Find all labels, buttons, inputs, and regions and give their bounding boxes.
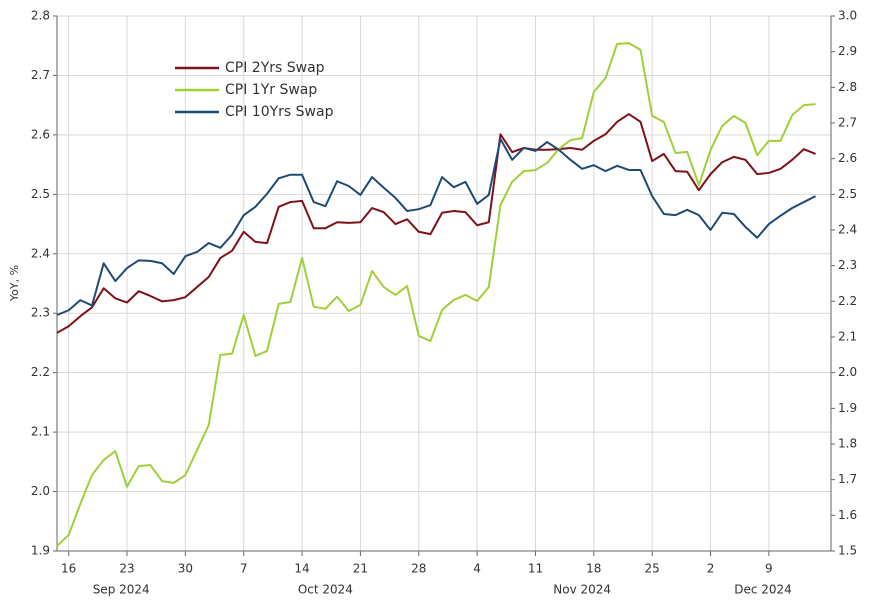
x-tick-label: 25 — [645, 562, 660, 576]
x-tick-label: 18 — [586, 562, 601, 576]
y-tick-label: 2.0 — [31, 484, 50, 498]
series-line — [56, 138, 817, 316]
x-tick-label: 16 — [61, 562, 76, 576]
y-tick-label: 2.3 — [31, 306, 50, 320]
x-tick-label: 4 — [473, 562, 481, 576]
y-tick-label: 2.4 — [31, 246, 50, 260]
y2-tick-label: 2.7 — [838, 116, 857, 130]
y2-tick-label: 2.6 — [838, 151, 857, 165]
x-tick-label: 21 — [353, 562, 368, 576]
y-tick-label: 2.7 — [31, 68, 50, 82]
x-tick-label: 28 — [411, 562, 426, 576]
series-line — [56, 113, 816, 334]
legend-label: CPI 1Yr Swap — [225, 82, 317, 98]
y2-tick-label: 2.9 — [838, 44, 857, 58]
y2-tick-label: 2.4 — [838, 223, 857, 237]
y2-tick-label: 2.8 — [838, 80, 857, 94]
month-label: Dec 2024 — [734, 583, 792, 597]
legend-label: CPI 2Yrs Swap — [225, 60, 325, 76]
x-tick-label: 2 — [707, 562, 715, 576]
y2-tick-label: 1.5 — [838, 544, 857, 558]
y2-tick-label: 2.2 — [838, 294, 857, 308]
month-label: Oct 2024 — [298, 583, 353, 597]
y-axis-label: YoY, % — [8, 265, 21, 302]
x-tick-label: 30 — [178, 562, 193, 576]
y2-tick-label: 2.5 — [838, 187, 857, 201]
y2-tick-label: 2.1 — [838, 330, 857, 344]
month-label: Sep 2024 — [93, 583, 150, 597]
legend-label: CPI 10Yrs Swap — [225, 104, 334, 120]
y-tick-label: 1.9 — [31, 544, 50, 558]
y-tick-label: 2.6 — [31, 127, 50, 141]
y-tick-label: 2.2 — [31, 365, 50, 379]
month-label: Nov 2024 — [553, 583, 611, 597]
x-tick-label: 7 — [240, 562, 248, 576]
y-tick-label: 2.8 — [31, 9, 50, 23]
x-tick-label: 11 — [528, 562, 543, 576]
y2-tick-label: 3.0 — [838, 9, 857, 23]
series-line — [56, 42, 816, 547]
y-tick-label: 2.5 — [31, 187, 50, 201]
x-tick-label: 23 — [119, 562, 134, 576]
y-tick-label: 2.1 — [31, 425, 50, 439]
y2-tick-label: 1.8 — [838, 437, 857, 451]
x-tick-label: 14 — [294, 562, 309, 576]
y2-tick-label: 1.6 — [838, 508, 857, 522]
y2-tick-label: 2.3 — [838, 258, 857, 272]
y2-tick-label: 1.9 — [838, 401, 857, 415]
x-tick-label: 9 — [765, 562, 773, 576]
y2-tick-label: 2.0 — [838, 365, 857, 379]
y2-tick-label: 1.7 — [838, 472, 857, 486]
